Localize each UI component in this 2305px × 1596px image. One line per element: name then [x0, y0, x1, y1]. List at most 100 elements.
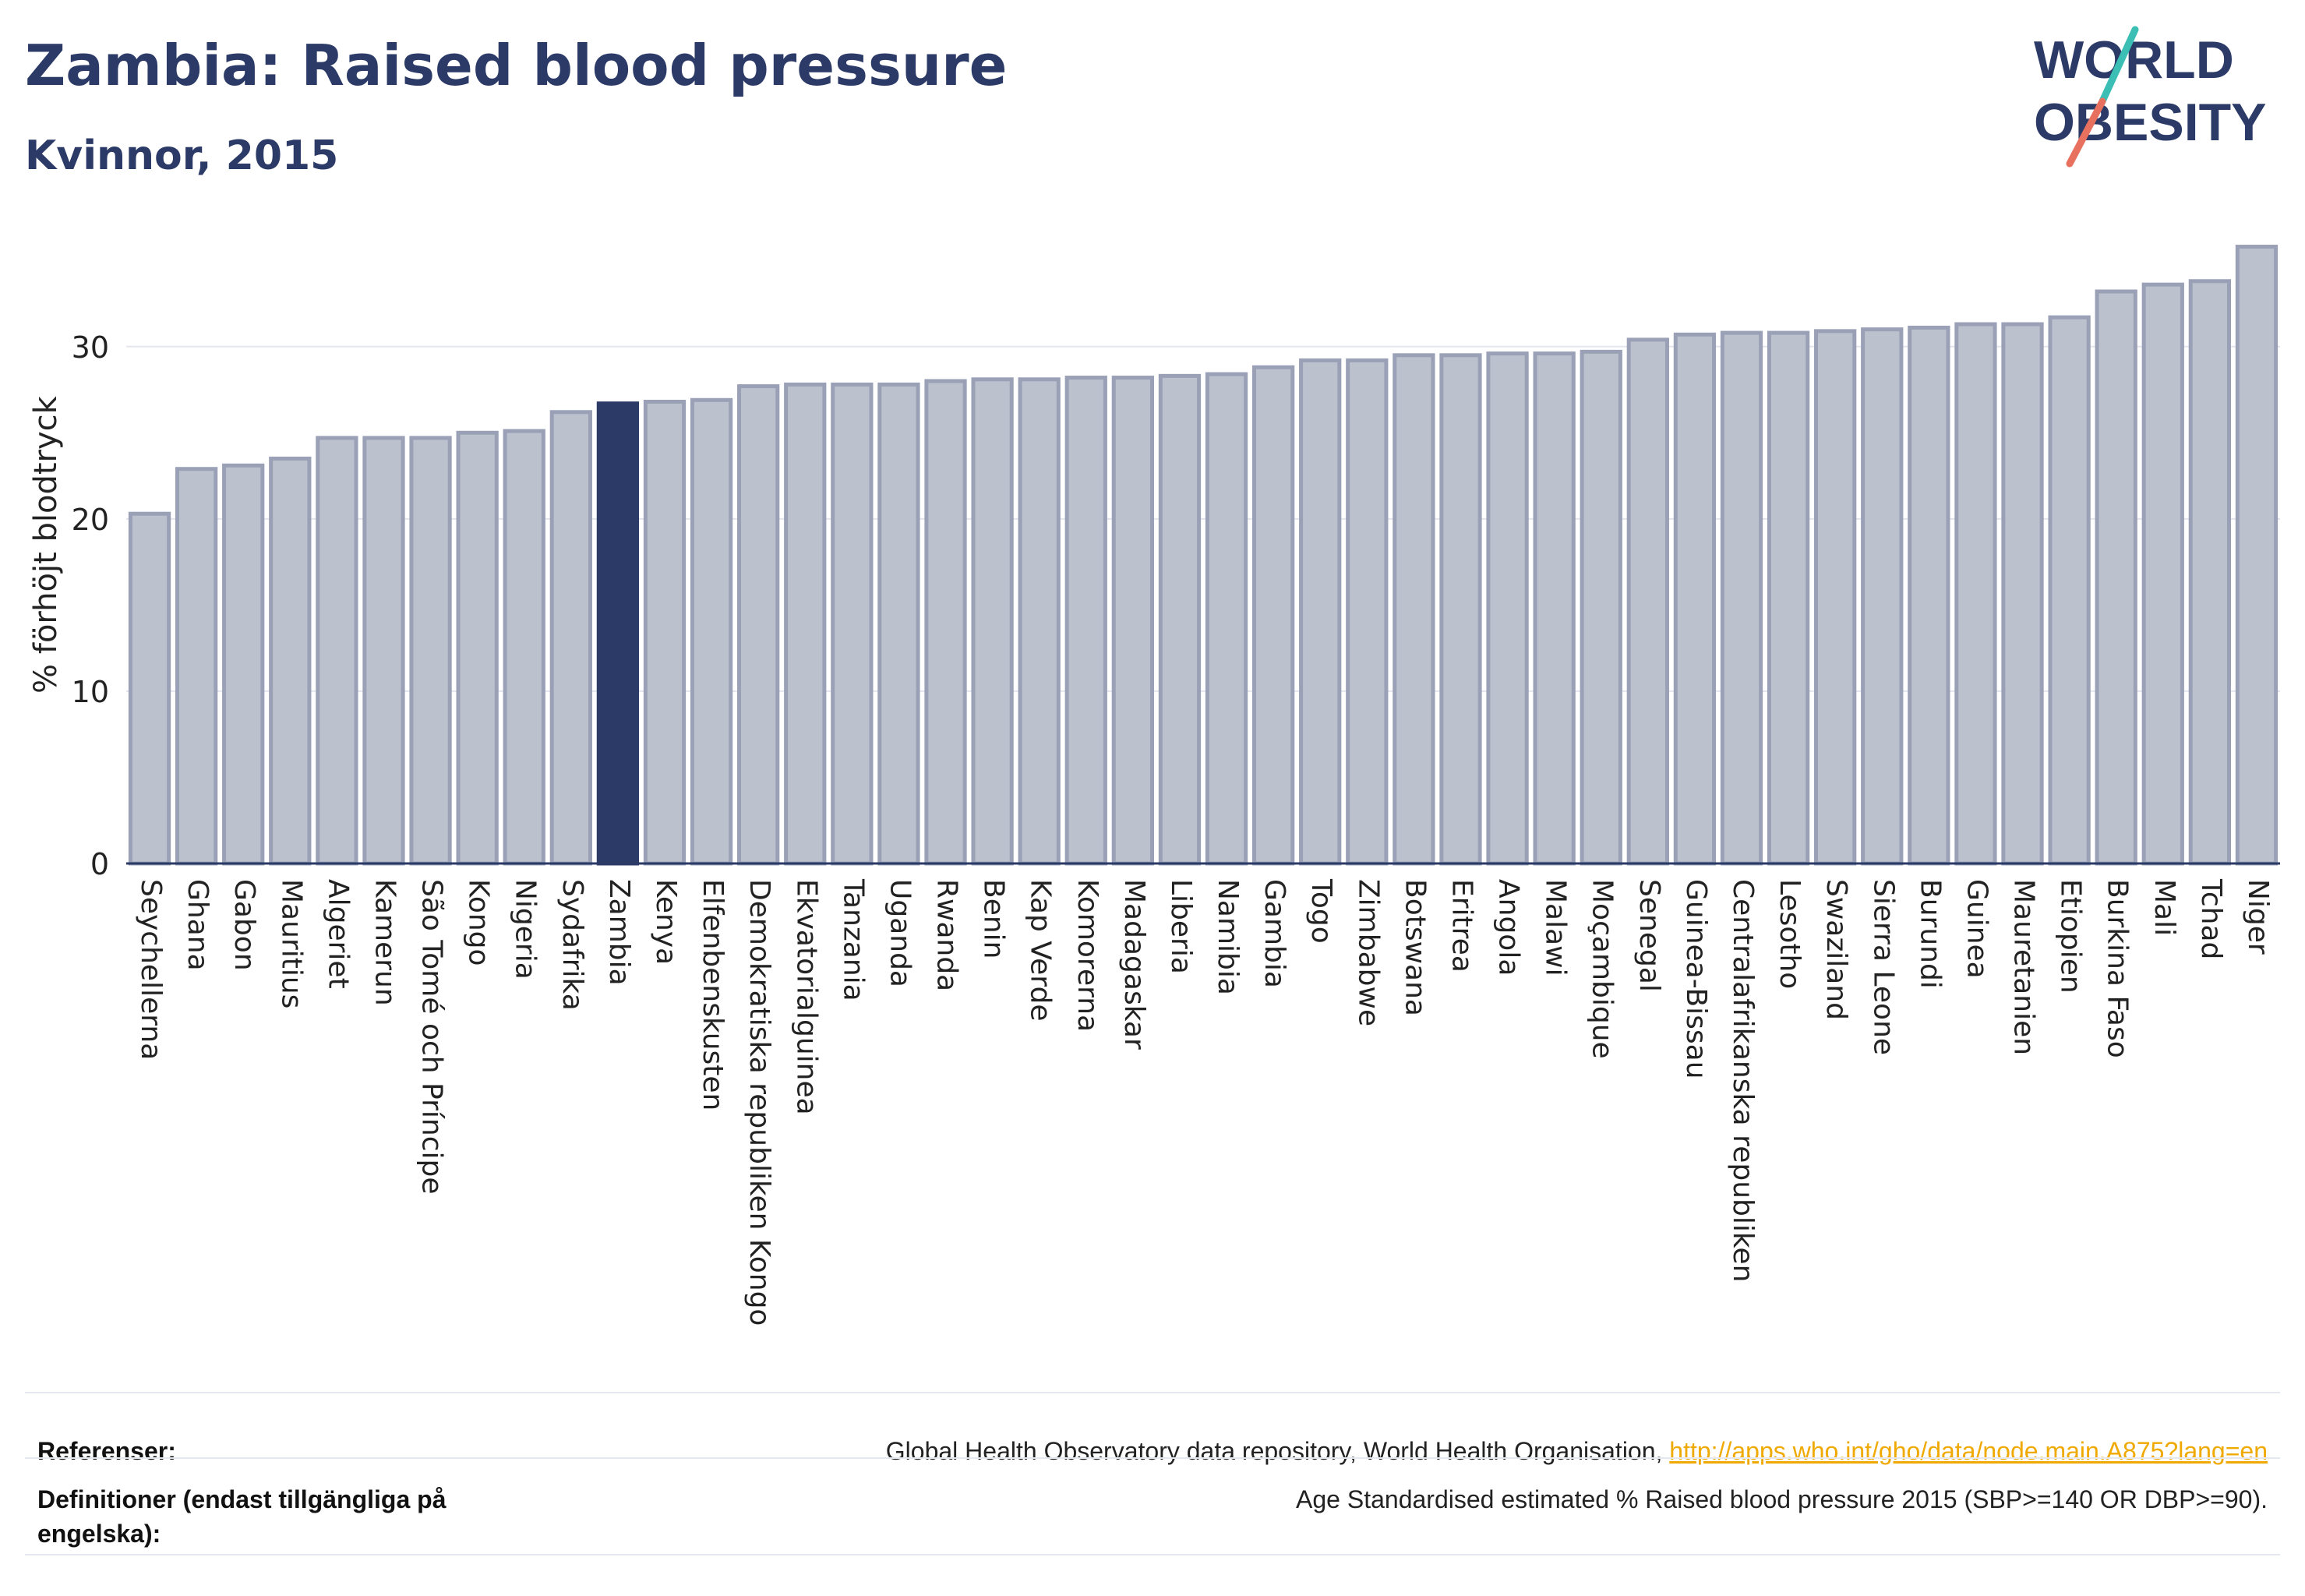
x-tick-label: Kongo: [463, 879, 495, 966]
bar-11: [643, 400, 687, 866]
x-tick-label: Liberia: [1165, 879, 1197, 974]
bar-3: [269, 456, 312, 866]
bar-6: [409, 436, 452, 866]
y-tick-label: 20: [72, 503, 109, 537]
bar-2: [222, 463, 265, 866]
y-axis-title: % förhöjt blodtryck: [28, 395, 64, 694]
x-tick-label: Namibia: [1212, 879, 1244, 995]
bar-30: [1533, 351, 1576, 866]
x-tick-label: Mali: [2148, 879, 2180, 936]
page-subtitle: Kvinnor, 2015: [25, 132, 339, 179]
x-tick-label: Togo: [1305, 878, 1337, 944]
definitions-row: Definitioner (endast tillgängliga på eng…: [25, 1470, 2280, 1555]
bar-41: [2048, 315, 2091, 866]
x-tick-label: Malawi: [1540, 879, 1572, 976]
x-tick-label: Demokratiska republiken Kongo: [743, 879, 775, 1326]
bar-10: [596, 401, 640, 866]
x-tick-label: Algeriet: [322, 879, 354, 989]
x-tick-label: Angola: [1493, 879, 1525, 976]
world-obesity-logo: WORLD OBESITY: [2034, 26, 2267, 168]
bar-8: [503, 429, 545, 866]
y-tick-label: 30: [72, 330, 109, 365]
bar-31: [1580, 349, 1622, 866]
bar-36: [1814, 329, 1857, 866]
x-tick-label: Burkina Faso: [2102, 879, 2134, 1058]
bar-22: [1158, 373, 1202, 866]
x-tick-label: Zambia: [603, 879, 635, 986]
x-tick-label: Elfenbenskusten: [697, 879, 729, 1110]
bar-28: [1439, 353, 1482, 866]
x-tick-label: Niger: [2242, 879, 2274, 955]
bar-43: [2141, 282, 2184, 866]
bar-20: [1064, 376, 1107, 866]
x-tick-label: São Tomé och Príncipe: [416, 879, 448, 1195]
bar-26: [1346, 358, 1389, 866]
x-tick-label: Senegal: [1633, 879, 1665, 992]
footer-divider: [25, 1457, 2280, 1459]
x-tick-label: Moçambique: [1587, 879, 1618, 1059]
y-tick-label: 0: [90, 847, 109, 881]
x-tick-label: Ghana: [182, 879, 214, 971]
bar-23: [1205, 372, 1248, 866]
bar-21: [1111, 376, 1155, 866]
bar-19: [1018, 377, 1061, 866]
page-title: Zambia: Raised blood pressure: [25, 33, 1008, 98]
x-tick-label: Lesotho: [1774, 879, 1806, 989]
x-tick-label: Kenya: [650, 879, 682, 965]
bar-35: [1767, 330, 1810, 866]
references-link[interactable]: http://apps.who.int/gho/data/node.main.A…: [1669, 1437, 2268, 1465]
svg-text:OBESITY: OBESITY: [2034, 93, 2267, 152]
bar-45: [2235, 245, 2279, 866]
bar-32: [1626, 337, 1669, 866]
bar-9: [549, 410, 592, 866]
x-tick-label: Benin: [978, 879, 1010, 959]
definitions-value: Age Standardised estimated % Raised bloo…: [1296, 1485, 2268, 1513]
x-tick-label: Rwanda: [931, 879, 963, 991]
x-tick-label: Swaziland: [1820, 879, 1852, 1020]
x-tick-label: Centralafrikanska republiken: [1727, 879, 1759, 1282]
bar-5: [362, 436, 405, 866]
bar-29: [1486, 351, 1529, 866]
x-tick-label: Etiopien: [2055, 879, 2087, 994]
x-tick-label: Sierra Leone: [1867, 879, 1899, 1055]
x-tick-label: Guinea: [1961, 879, 1993, 979]
bar-4: [316, 436, 358, 866]
x-tick-label: Kap Verde: [1025, 879, 1057, 1021]
bar-1: [175, 467, 218, 866]
bar-37: [1861, 327, 1904, 866]
bar-44: [2188, 279, 2232, 866]
bar-17: [924, 379, 967, 866]
bar-39: [1954, 322, 1997, 866]
bar-18: [971, 377, 1014, 866]
x-tick-label: Nigeria: [510, 879, 542, 980]
x-tick-label: Gambia: [1258, 879, 1290, 988]
x-tick-label: Tchad: [2195, 878, 2227, 959]
bar-38: [1908, 325, 1950, 866]
footer-divider: [25, 1554, 2280, 1555]
bar-14: [784, 382, 827, 866]
x-tick-label: Botswana: [1399, 879, 1431, 1016]
references-label: Referenser:: [37, 1437, 176, 1465]
bar-34: [1720, 330, 1763, 866]
references-row: Referenser: Global Health Observatory da…: [25, 1415, 2280, 1465]
bar-16: [877, 382, 920, 866]
bar-chart: 0 10 20 30% förhöjt blodtryck Seychellerna G…: [28, 245, 2280, 1326]
bar-33: [1673, 332, 1717, 866]
x-tick-label: Kamerun: [369, 879, 401, 1006]
y-tick-label: 10: [72, 675, 109, 709]
x-tick-label: Seychellerna: [135, 879, 167, 1060]
x-tick-label: Burundi: [1914, 879, 1946, 989]
bar-27: [1393, 353, 1435, 866]
x-tick-label: Mauritius: [275, 879, 307, 1008]
x-tick-label: Mauretanien: [2008, 879, 2040, 1055]
bar-7: [456, 430, 499, 866]
references-value: Global Health Observatory data repositor…: [886, 1437, 2268, 1466]
bar-40: [2001, 322, 2044, 866]
x-tick-label: Tanzania: [837, 878, 869, 1001]
bar-12: [690, 397, 733, 866]
x-tick-label: Eritrea: [1445, 879, 1477, 973]
x-tick-label: Uganda: [884, 879, 916, 987]
references-text: Global Health Observatory data repositor…: [885, 1437, 1670, 1465]
bar-24: [1251, 365, 1295, 866]
footer-divider: [25, 1392, 2280, 1393]
